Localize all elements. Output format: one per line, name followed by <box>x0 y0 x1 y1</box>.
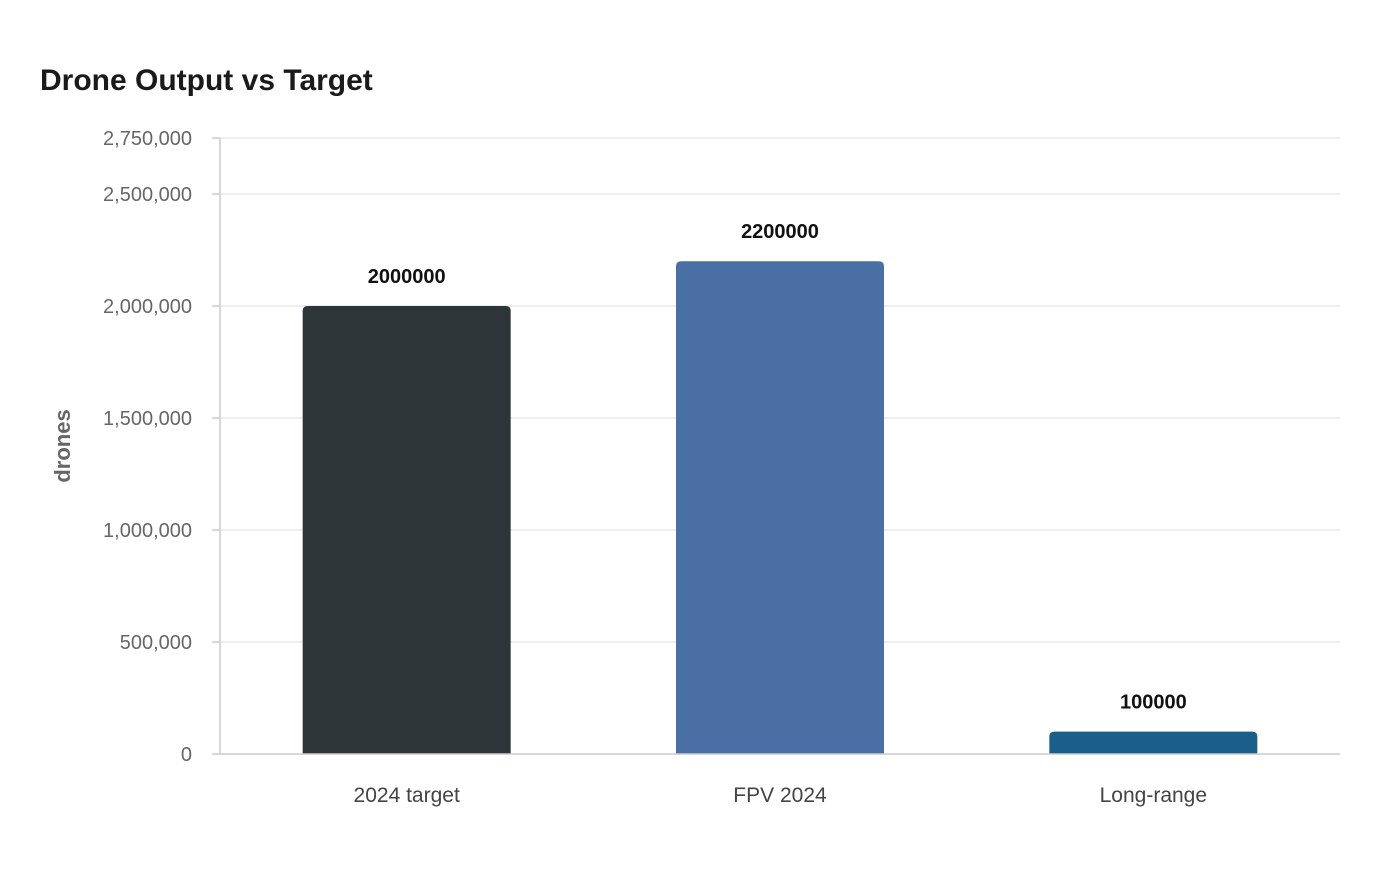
y-tick-label: 2,500,000 <box>103 184 192 206</box>
data-label: 2000000 <box>368 266 446 288</box>
bar <box>1049 731 1258 754</box>
y-axis-label: drones <box>50 409 75 482</box>
data-labels: 2000000 2200000 100000 <box>368 221 1187 713</box>
bar <box>676 261 884 754</box>
y-tick-label: 2,750,000 <box>103 128 192 150</box>
y-tick-label: 0 <box>181 744 192 766</box>
y-axis-ticks: 0 500,000 1,000,000 1,500,000 2,000,000 2,500… <box>103 128 220 766</box>
x-tick-label: FPV 2024 <box>733 784 827 807</box>
x-tick-label: Long-range <box>1100 784 1207 807</box>
y-tick-label: 500,000 <box>120 632 192 654</box>
chart-title: Drone Output vs Target <box>40 64 373 97</box>
data-label: 100000 <box>1120 692 1187 714</box>
y-tick-label: 2,000,000 <box>103 296 192 318</box>
bars <box>302 261 1258 754</box>
x-tick-label: 2024 target <box>354 784 460 807</box>
x-axis-ticks: 2024 target FPV 2024 Long-range <box>354 784 1208 807</box>
data-label: 2200000 <box>741 221 819 243</box>
y-tick-label: 1,500,000 <box>103 408 192 430</box>
y-tick-label: 1,000,000 <box>103 520 192 542</box>
bar <box>302 306 511 754</box>
